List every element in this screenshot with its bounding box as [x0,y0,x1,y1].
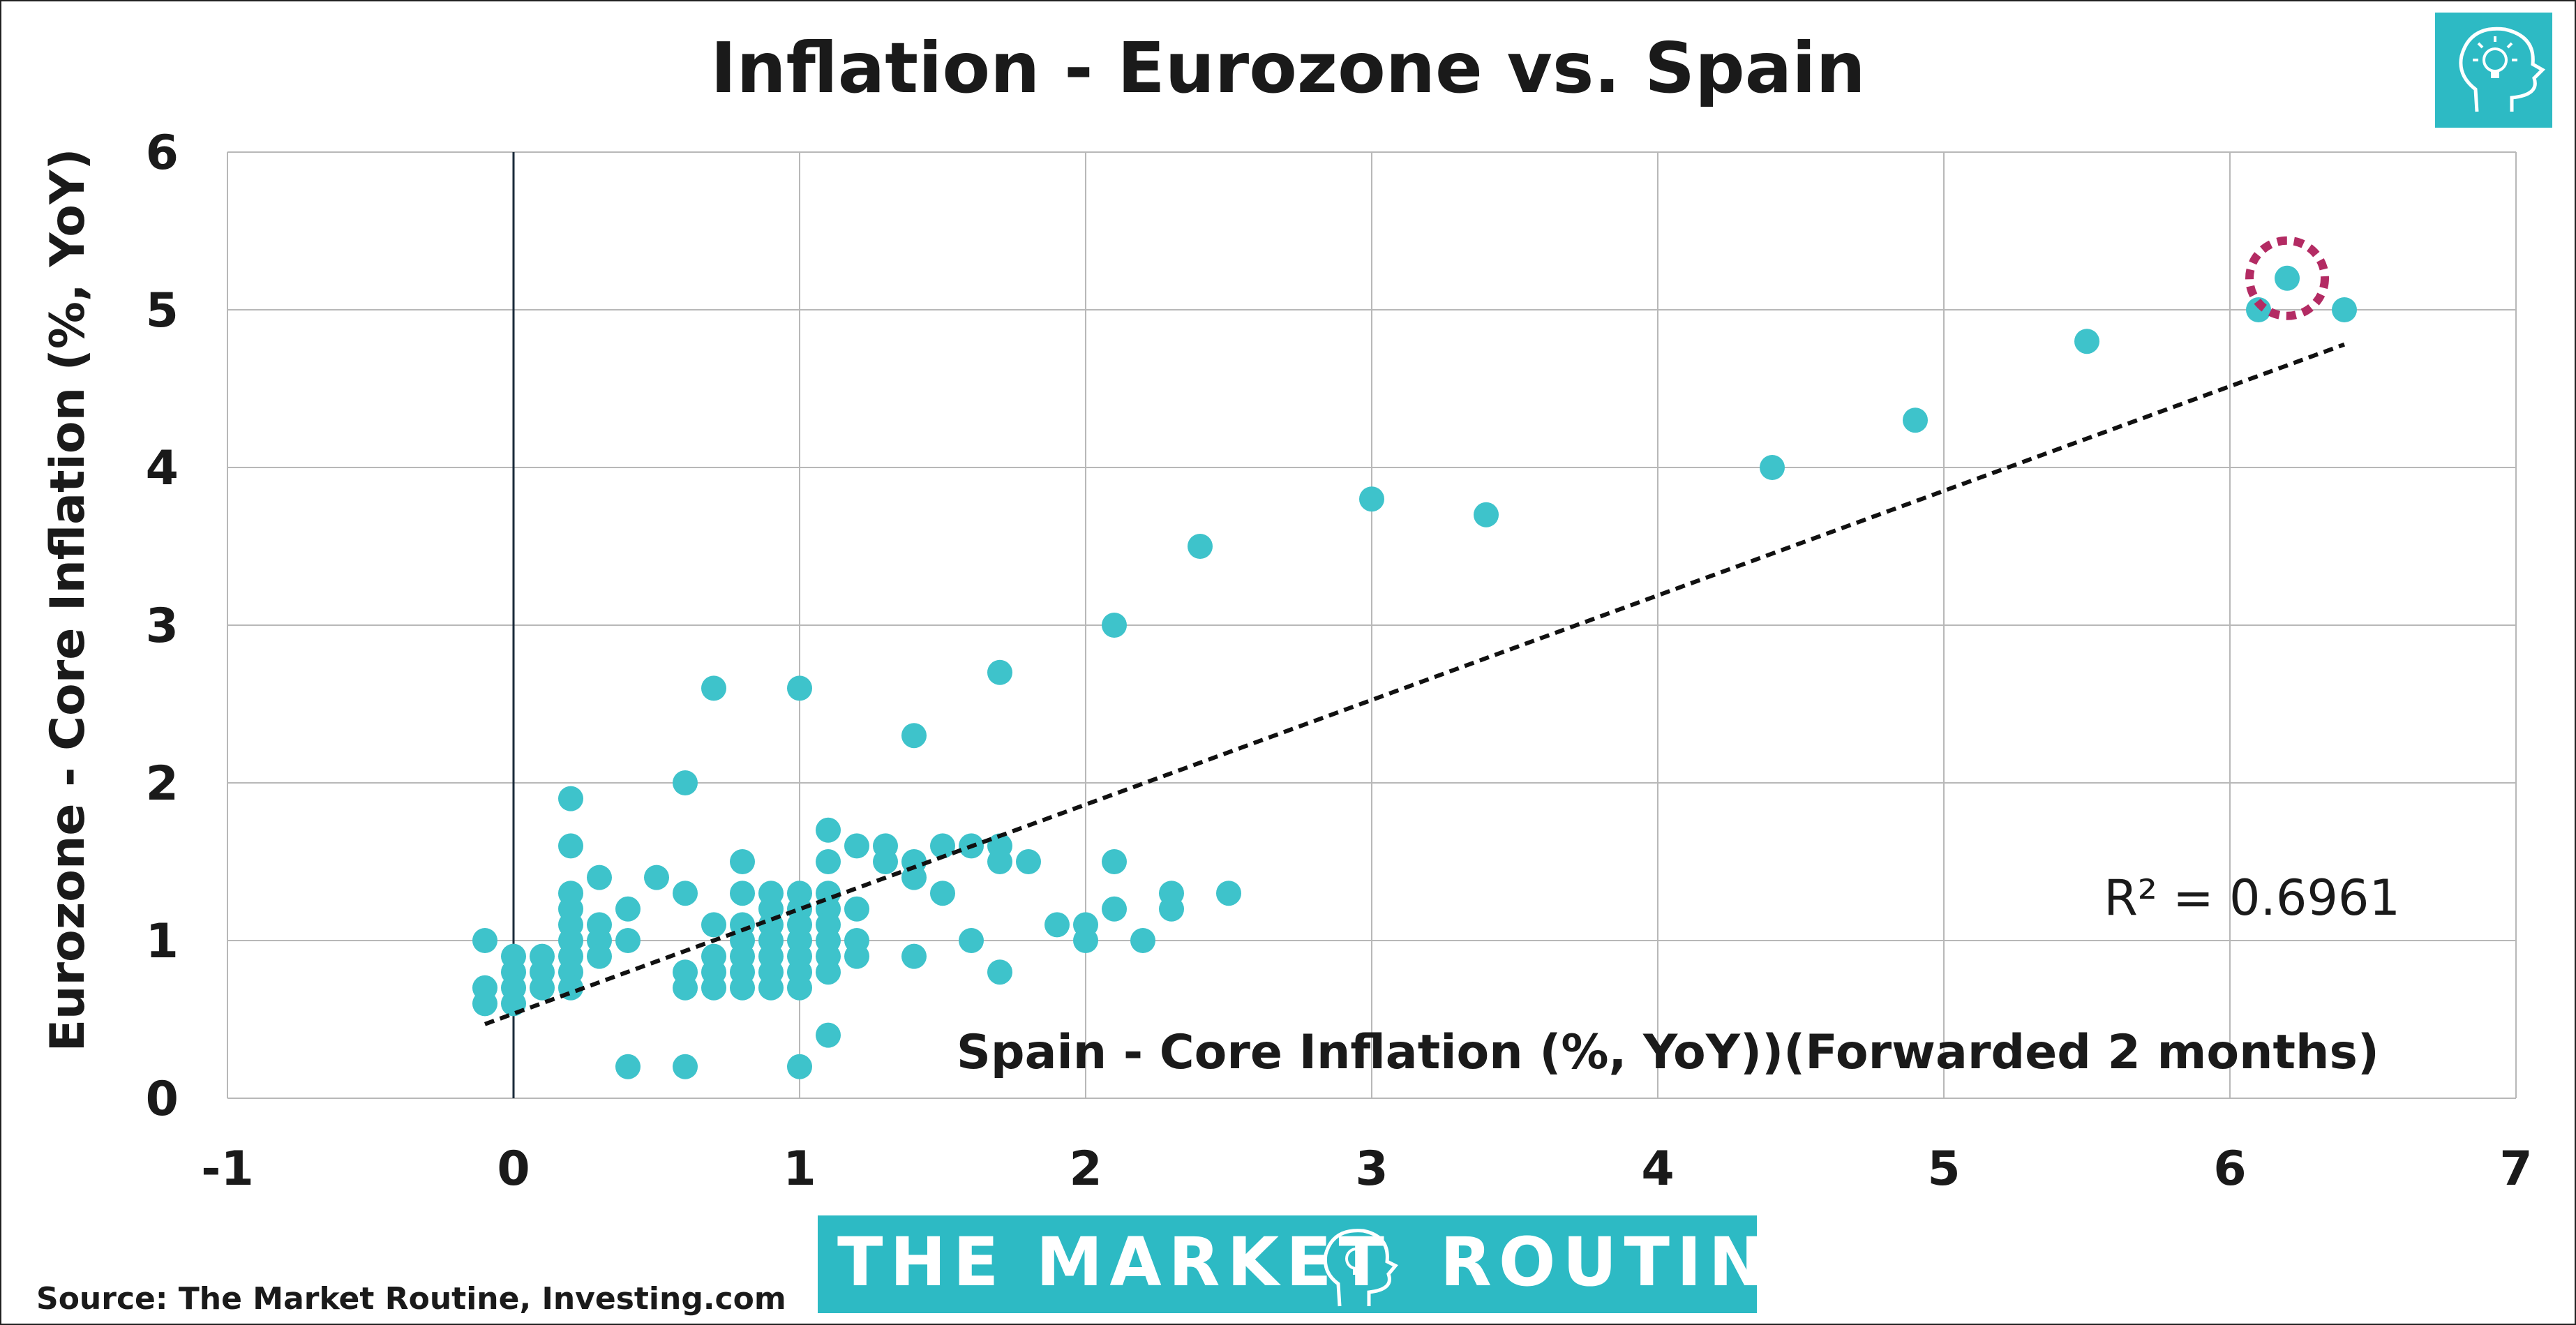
data-point [816,1022,841,1048]
x-tick-label: 1 [783,1141,816,1197]
chart-title: Inflation - Eurozone vs. Spain [710,27,1865,109]
data-point [615,928,641,953]
data-point [1188,534,1213,559]
x-tick-label: 0 [497,1141,530,1197]
data-point [816,817,841,843]
highlight-ring [2245,236,2329,320]
x-axis-label: Spain - Core Inflation (%, YoY))(Forward… [957,1025,2379,1080]
data-point [673,770,698,795]
data-points [472,265,2357,1079]
data-point [816,959,841,985]
x-tick-label: 7 [2499,1141,2532,1197]
source-text: Source: The Market Routine, Investing.co… [36,1281,786,1317]
data-point [1903,407,1928,433]
data-point [472,991,497,1017]
data-point [987,849,1012,874]
data-point [816,849,841,874]
data-point [1474,502,1499,527]
data-point [730,975,755,1001]
data-point [873,849,898,874]
data-point [930,833,955,859]
data-point [615,1054,641,1079]
banner-text-right: ROUTINE [1440,1223,1825,1301]
data-point [673,975,698,1001]
data-point [1130,928,1155,953]
data-point [673,881,698,906]
x-tick-label: -1 [201,1141,254,1197]
data-point [987,659,1012,685]
data-point [673,1054,698,1079]
data-point [701,975,726,1001]
data-point [787,1054,812,1079]
y-tick-label: 2 [146,756,179,811]
x-tick-label: 3 [1355,1141,1388,1197]
data-point [1359,486,1384,512]
data-point [472,928,497,953]
data-point [1073,928,1098,953]
x-axis-ticks: -1 0 1 2 3 4 5 6 7 [201,1141,2532,1197]
data-point [1016,849,1041,874]
data-point [701,675,726,701]
data-point [901,723,927,749]
data-point [1159,896,1184,922]
brand-banner: THE MARKET ROUTINE [818,1215,1825,1313]
data-point [930,881,955,906]
head-lightbulb-icon [1323,1229,1398,1307]
data-point [615,896,641,922]
x-tick-label: 6 [2213,1141,2246,1197]
y-tick-label: 6 [146,126,179,181]
data-point [1216,881,1241,906]
data-point [2275,265,2300,291]
data-point [530,975,555,1001]
data-point [787,675,812,701]
data-point [2074,329,2099,354]
data-point [1102,896,1127,922]
head-lightbulb-icon [2435,13,2552,128]
banner-text-left: THE MARKET [837,1223,1391,1301]
y-tick-label: 0 [146,1072,179,1127]
data-point [1102,849,1127,874]
x-tick-label: 5 [1927,1141,1960,1197]
y-tick-label: 5 [146,283,179,338]
data-point [730,849,755,874]
data-point [901,943,927,969]
data-point [844,943,869,969]
data-point [1102,613,1127,638]
data-point [701,912,726,938]
data-point [1760,455,1785,480]
data-point [987,959,1012,985]
trendline [484,342,2346,1026]
y-axis-ticks: 0 1 2 3 4 5 6 [146,126,179,1127]
data-point [844,833,869,859]
x-tick-label: 2 [1069,1141,1102,1197]
data-point [787,975,812,1001]
data-point [844,896,869,922]
y-tick-label: 4 [146,441,179,496]
data-point [644,864,669,890]
y-tick-label: 3 [146,599,179,654]
data-point [1044,912,1070,938]
data-point [558,786,583,811]
r-squared-label: R² = 0.6961 [2104,869,2400,927]
x-tick-label: 4 [1641,1141,1674,1197]
y-tick-label: 1 [146,914,179,969]
data-point [959,928,984,953]
data-point [558,833,583,859]
y-axis-label: Eurozone - Core Inflation (%, YoY) [40,149,96,1052]
data-point [2332,297,2357,322]
data-point [730,881,755,906]
data-point [587,864,612,890]
data-point [587,943,612,969]
data-point [758,975,784,1001]
